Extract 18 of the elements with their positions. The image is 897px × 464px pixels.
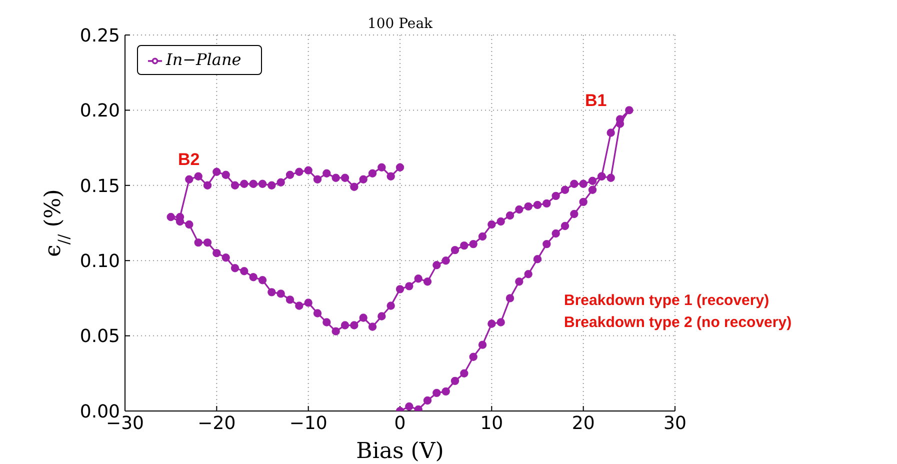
annotation: Breakdown type 1 (recovery) bbox=[564, 291, 770, 311]
annotation: B1 bbox=[585, 91, 607, 111]
x-tick-label: −10 bbox=[289, 412, 328, 434]
y-tick-label: 0.15 bbox=[80, 176, 120, 197]
x-tick-label: 30 bbox=[664, 412, 686, 434]
legend-label: In−Plane bbox=[166, 50, 242, 69]
y-tick-label: 0.20 bbox=[80, 100, 120, 122]
y-tick-label: 0.10 bbox=[80, 250, 120, 272]
x-tick-label: 20 bbox=[572, 412, 595, 434]
x-tick-label: 0 bbox=[394, 412, 406, 434]
x-tick-label: 10 bbox=[480, 412, 504, 434]
chart-title: 100 Peak bbox=[367, 16, 434, 32]
x-axis-title: Bias (V) bbox=[356, 439, 444, 464]
annotation: B2 bbox=[178, 150, 200, 170]
x-tick-label: −20 bbox=[198, 412, 236, 434]
annotation: Breakdown type 2 (no recovery) bbox=[564, 313, 792, 333]
y-tick-label: 0.05 bbox=[80, 326, 120, 348]
y-tick-label: 0.25 bbox=[80, 25, 120, 46]
